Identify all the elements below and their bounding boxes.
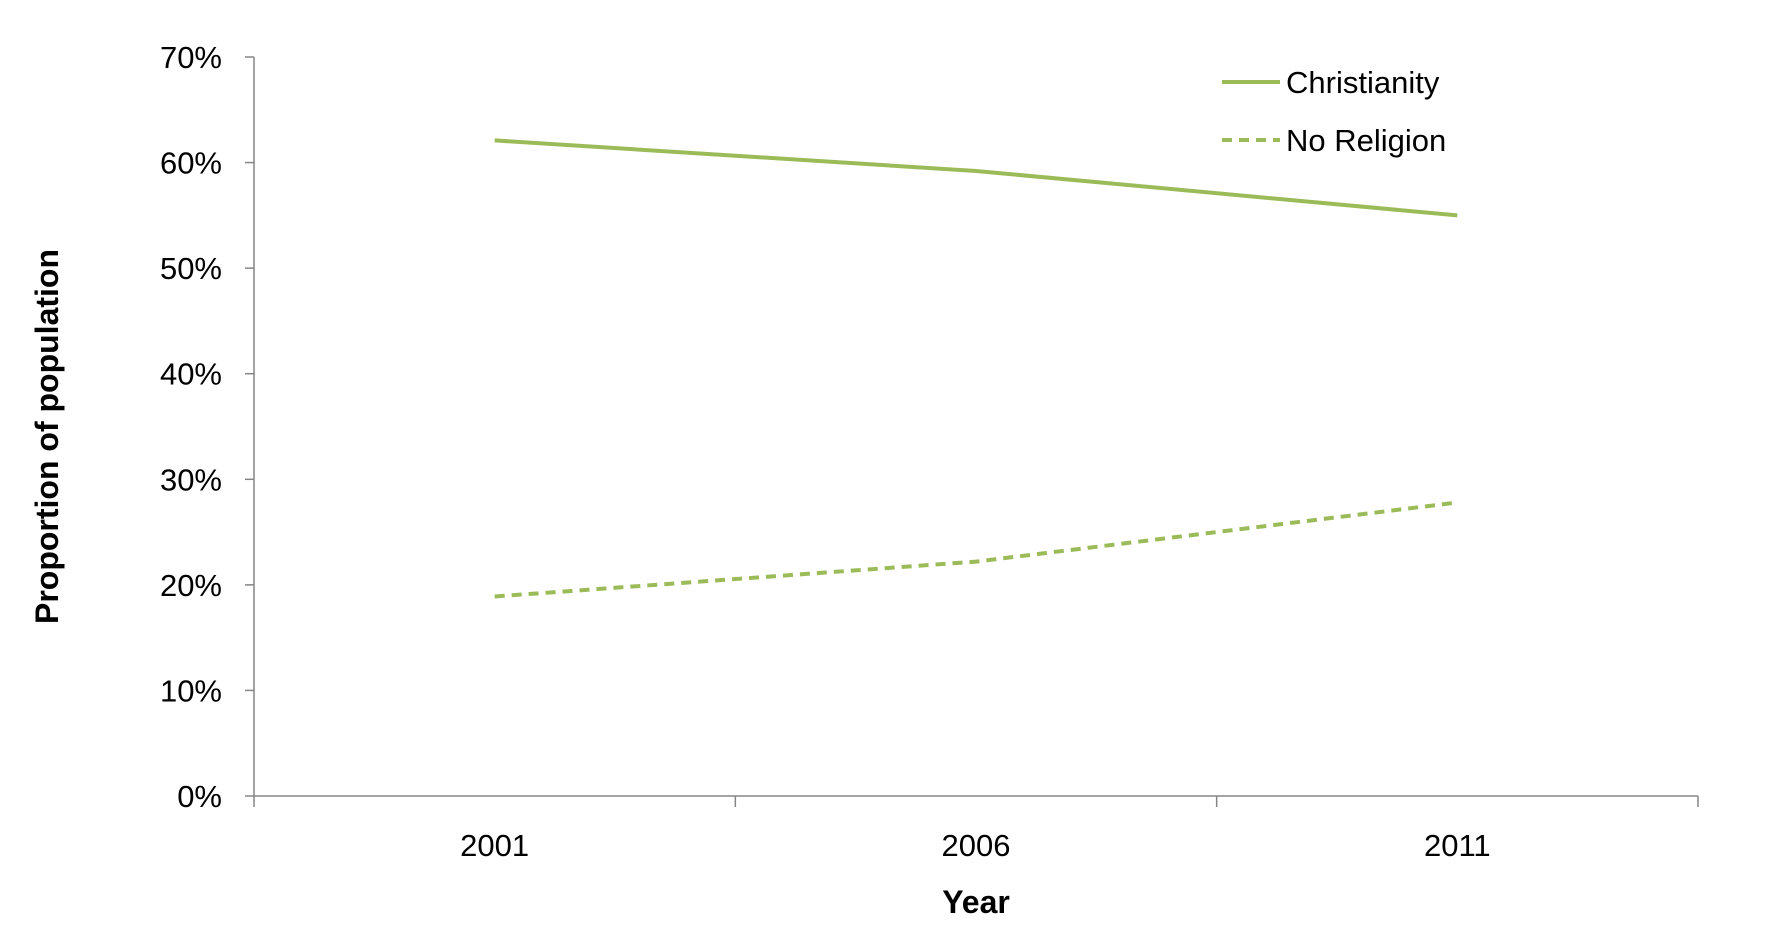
y-axis-ticks: 0% 10% 20% 30% 40% 50% 60% 70% [160, 40, 254, 814]
y-tick-label: 30% [160, 462, 222, 497]
axes [253, 57, 1698, 797]
y-axis-title: Proportion of population [29, 249, 65, 624]
y-tick-label: 40% [160, 357, 222, 392]
x-tick-label: 2006 [942, 828, 1011, 863]
y-tick-label: 50% [160, 251, 222, 286]
legend-item-no-religion: No Religion [1222, 123, 1446, 158]
y-tick-label: 60% [160, 146, 222, 181]
y-tick-label: 10% [160, 673, 222, 708]
series-lines [494, 138, 1458, 599]
legend-label-no-religion: No Religion [1286, 123, 1446, 158]
series-line-christianity [494, 138, 1458, 218]
legend: Christianity No Religion [1222, 65, 1446, 158]
x-axis-ticks: 2001 2006 2011 [253, 796, 1699, 863]
series-line-no-religion [494, 500, 1458, 599]
x-tick-label: 2011 [1424, 828, 1491, 863]
x-tick-label: 2001 [460, 828, 529, 863]
legend-item-christianity: Christianity [1222, 65, 1440, 100]
x-axis-title: Year [942, 884, 1010, 920]
y-tick-label: 0% [177, 779, 222, 814]
y-tick-label: 70% [160, 40, 222, 75]
legend-label-christianity: Christianity [1286, 65, 1440, 100]
y-tick-label: 20% [160, 568, 222, 603]
